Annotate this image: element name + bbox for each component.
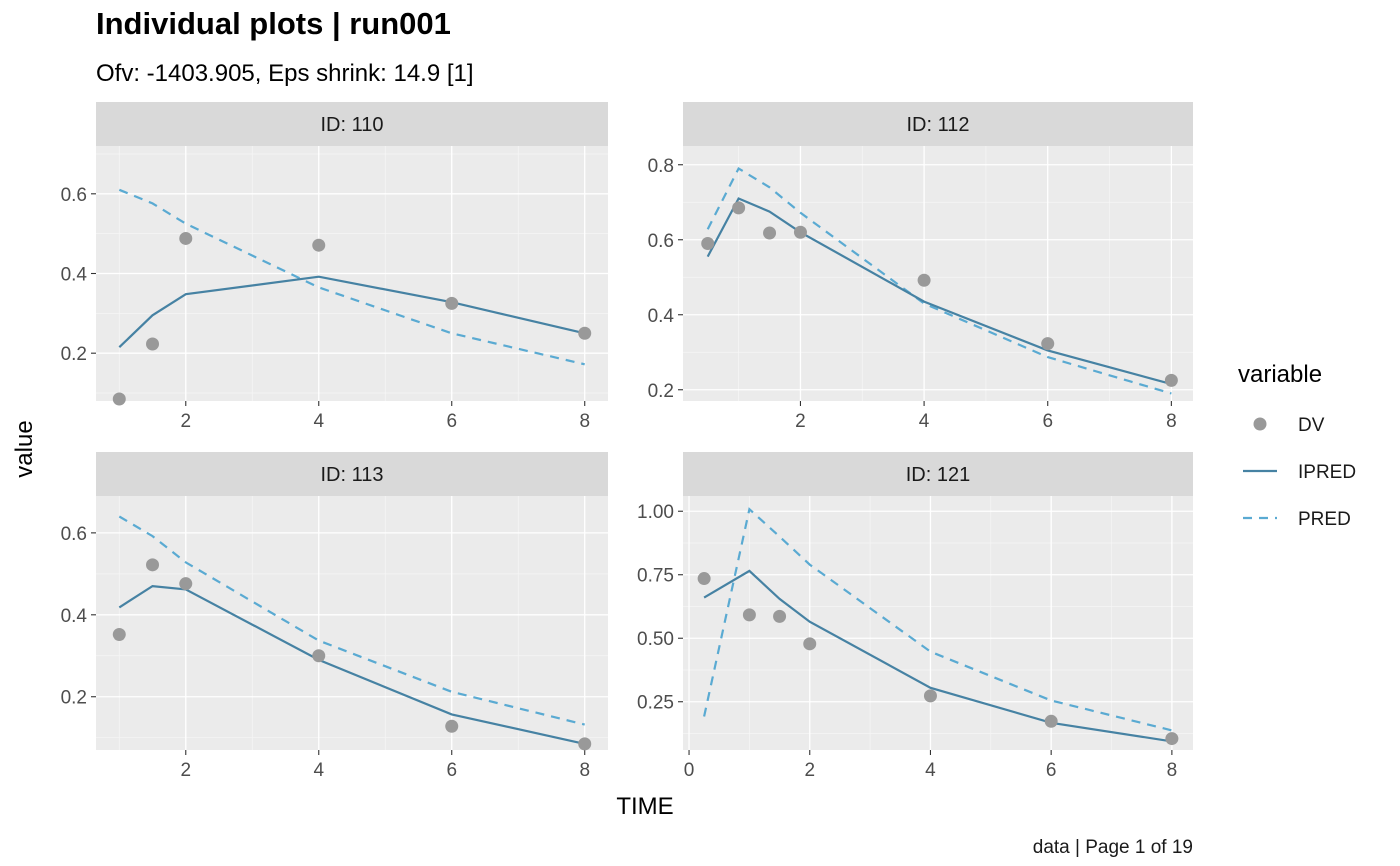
dv-point bbox=[773, 609, 787, 623]
x-tick-label: 6 bbox=[446, 411, 457, 432]
legend-item-pred: PRED bbox=[1243, 509, 1351, 530]
dv-point bbox=[732, 201, 746, 215]
y-tick-label: 0.2 bbox=[61, 344, 87, 365]
plot-panel bbox=[683, 496, 1193, 750]
x-tick-label: 8 bbox=[579, 411, 590, 432]
dv-point bbox=[146, 558, 160, 572]
dv-point bbox=[578, 737, 592, 751]
facet-strip bbox=[96, 452, 608, 496]
y-tick-label: 0.2 bbox=[648, 381, 674, 402]
dv-point bbox=[112, 627, 126, 641]
x-tick-label: 4 bbox=[919, 411, 930, 432]
dv-point bbox=[742, 608, 756, 622]
x-tick-label: 4 bbox=[925, 760, 936, 781]
ipred-line bbox=[118, 584, 585, 745]
y-tick-label: 0.50 bbox=[637, 629, 674, 650]
x-tick-label: 4 bbox=[313, 411, 324, 432]
y-tick-label: 0.75 bbox=[637, 566, 674, 587]
dv-point bbox=[803, 637, 817, 651]
facet-strip bbox=[96, 102, 608, 146]
facet-strip-label: ID: 112 bbox=[907, 114, 970, 136]
plot-panel bbox=[96, 496, 608, 750]
x-tick-label: 0 bbox=[684, 760, 695, 781]
legend-label: PRED bbox=[1298, 509, 1351, 530]
dv-point bbox=[1164, 373, 1178, 387]
x-tick-label: 2 bbox=[180, 411, 191, 432]
x-tick-label: 8 bbox=[1166, 411, 1177, 432]
y-tick-label: 0.6 bbox=[648, 231, 674, 252]
legend-title: variable bbox=[1238, 361, 1322, 388]
y-tick-label: 0.6 bbox=[61, 524, 87, 545]
legend-item-dv: DV bbox=[1253, 415, 1325, 436]
y-tick-label: 0.2 bbox=[61, 688, 87, 709]
caption: data | Page 1 of 19 bbox=[1033, 837, 1193, 858]
dv-point bbox=[1041, 337, 1055, 351]
x-tick-label: 4 bbox=[313, 760, 324, 781]
legend-key-point bbox=[1253, 417, 1267, 431]
facet-strip bbox=[683, 452, 1193, 496]
dv-point bbox=[923, 689, 937, 703]
dv-point bbox=[578, 326, 592, 340]
pred-line bbox=[118, 188, 585, 366]
facet-strip-label: ID: 121 bbox=[906, 464, 970, 486]
facet-panel: ID: 113 2 4 6 8 0.2 0.4 0.6 bbox=[61, 452, 608, 781]
y-axis-title: value bbox=[11, 420, 38, 477]
dv-point bbox=[445, 719, 459, 733]
legend: variable DV IPRED PRED bbox=[1238, 361, 1356, 530]
dv-point bbox=[179, 231, 193, 245]
dv-point bbox=[697, 572, 711, 586]
legend-item-ipred: IPRED bbox=[1243, 462, 1356, 483]
y-tick-label: 0.8 bbox=[648, 156, 674, 177]
dv-point bbox=[763, 226, 777, 240]
y-tick-label: 0.6 bbox=[61, 185, 87, 206]
chart-title: Individual plots | run001 bbox=[96, 6, 451, 41]
legend-label: IPRED bbox=[1298, 462, 1356, 483]
dv-point bbox=[179, 577, 193, 591]
facet-panel: ID: 121 0 2 4 6 8 0.25 0.50 0.75 1.00 bbox=[637, 452, 1193, 781]
x-axis-title: TIME bbox=[616, 793, 673, 820]
facet-panel: ID: 112 2 4 6 8 0.2 0.4 0.6 0.8 bbox=[648, 102, 1193, 432]
pred-line bbox=[703, 507, 1173, 732]
x-tick-label: 2 bbox=[795, 411, 806, 432]
x-tick-label: 6 bbox=[446, 760, 457, 781]
y-tick-label: 1.00 bbox=[637, 502, 674, 523]
x-tick-label: 6 bbox=[1042, 411, 1053, 432]
facet-panel: ID: 110 2 4 6 8 0.2 0.4 0.6 bbox=[61, 102, 608, 432]
dv-point bbox=[112, 392, 126, 406]
y-tick-label: 0.25 bbox=[637, 693, 674, 714]
x-tick-label: 8 bbox=[1167, 760, 1178, 781]
facet-strip-label: ID: 110 bbox=[321, 114, 384, 136]
dv-point bbox=[146, 337, 160, 351]
y-tick-label: 0.4 bbox=[648, 306, 675, 327]
facet-strip-label: ID: 113 bbox=[321, 464, 384, 486]
x-tick-label: 8 bbox=[579, 760, 590, 781]
x-tick-label: 2 bbox=[180, 760, 191, 781]
legend-label: DV bbox=[1298, 415, 1325, 436]
x-tick-label: 6 bbox=[1046, 760, 1057, 781]
dv-point bbox=[917, 273, 931, 287]
dv-point bbox=[701, 237, 715, 250]
facet-strip bbox=[683, 102, 1193, 146]
dv-point bbox=[312, 649, 326, 663]
x-tick-label: 2 bbox=[804, 760, 815, 781]
dv-point bbox=[793, 225, 807, 239]
chart-subtitle: Ofv: -1403.905, Eps shrink: 14.9 [1] bbox=[96, 60, 474, 87]
dv-point bbox=[445, 296, 459, 310]
plot-panel bbox=[683, 146, 1193, 401]
dv-point bbox=[312, 238, 326, 252]
dv-point bbox=[1165, 732, 1179, 746]
y-tick-label: 0.4 bbox=[61, 606, 88, 627]
dv-point bbox=[1044, 714, 1058, 728]
ipred-line bbox=[118, 275, 585, 348]
pred-line bbox=[118, 515, 585, 726]
y-tick-label: 0.4 bbox=[61, 265, 88, 286]
pred-line bbox=[706, 166, 1172, 395]
facet-grid: ID: 110 2 4 6 8 0.2 0.4 0.6 ID: 112 2 4 6 8 0.2 0.4 0.6… bbox=[61, 102, 1193, 781]
